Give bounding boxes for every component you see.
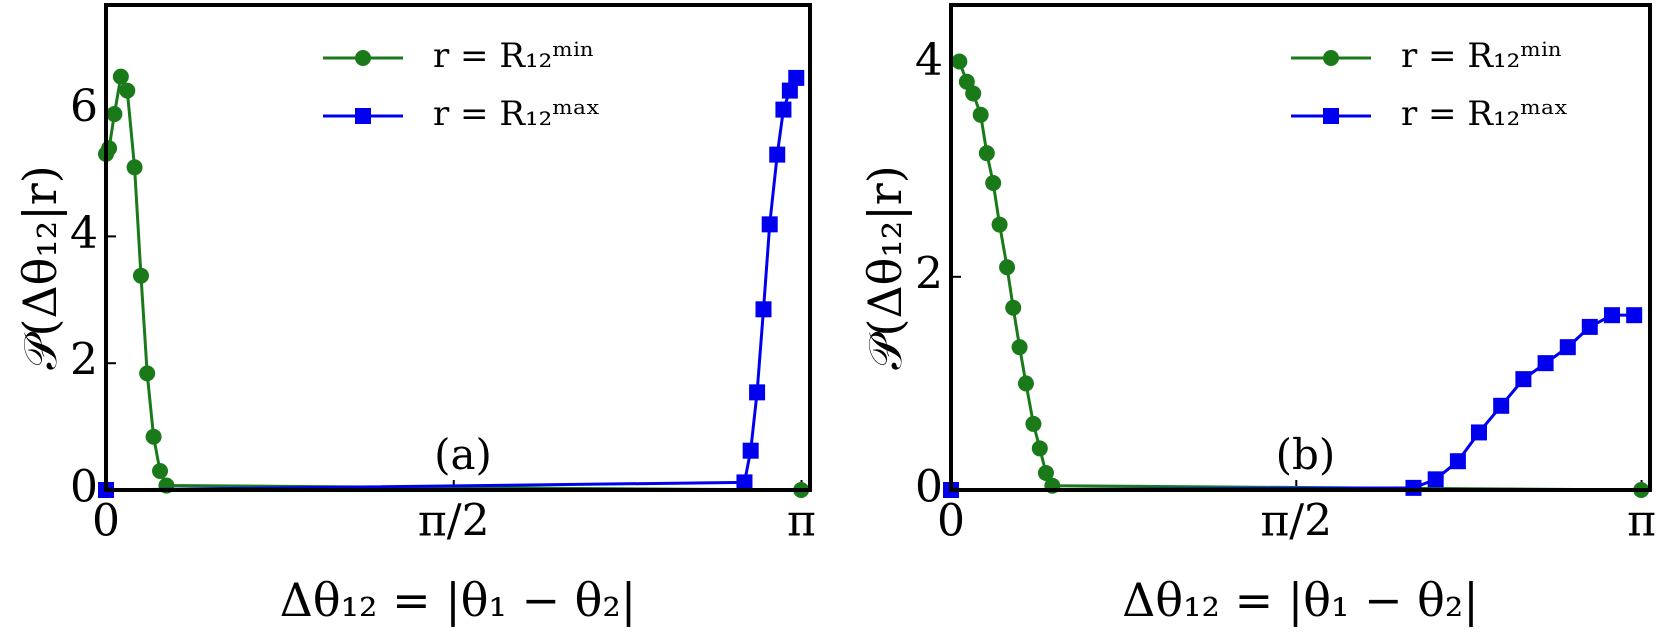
marker	[958, 73, 975, 90]
marker	[781, 82, 798, 99]
y-axis-label: 𝒫(Δθ₁₂|r)	[858, 165, 912, 369]
marker	[1025, 415, 1042, 432]
marker	[1470, 424, 1487, 441]
x-axis-label: Δθ₁₂ = |θ₁ − θ₂|	[280, 573, 637, 627]
panel-label: (a)	[434, 430, 492, 479]
marker	[1323, 108, 1339, 124]
marker	[1581, 318, 1598, 335]
marker	[985, 175, 1002, 192]
marker	[1427, 471, 1444, 488]
x-axis-label: Δθ₁₂ = |θ₁ − θ₂|	[1122, 573, 1479, 627]
y-tick-label: 4	[70, 208, 98, 259]
marker	[1031, 440, 1048, 457]
x-tick-label: π/2	[1260, 496, 1332, 547]
marker	[1005, 299, 1022, 316]
series-line	[957, 60, 1642, 492]
marker	[1603, 307, 1620, 324]
marker	[761, 216, 778, 233]
y-tick-label: 2	[915, 248, 943, 299]
x-tick-label: π	[787, 496, 816, 547]
marker	[1626, 307, 1643, 324]
marker	[742, 442, 759, 459]
x-tick-label: π	[1627, 496, 1656, 547]
marker	[106, 106, 123, 123]
plot-frame	[949, 3, 1652, 492]
legend-label: r = R₁₂ᵐⁱⁿ	[433, 36, 595, 76]
panel-label: (b)	[1276, 430, 1336, 479]
plot-frame	[104, 3, 812, 492]
marker	[749, 384, 766, 401]
marker	[112, 68, 129, 85]
marker	[991, 216, 1008, 233]
marker	[1323, 50, 1339, 66]
marker	[999, 259, 1016, 276]
marker	[1017, 375, 1034, 392]
marker	[355, 108, 371, 124]
marker	[132, 267, 149, 284]
marker	[1037, 464, 1054, 481]
panel: 0 π/2 π 0 2 4 6 Δθ₁₂ = |θ₁ − θ₂| 𝒫(Δθ₁₂|r) (a) r =…	[13, 3, 816, 627]
marker	[1559, 339, 1576, 356]
y-tick-label: 0	[915, 462, 943, 513]
x-tick-label: 0	[92, 496, 120, 547]
panel: 0 π/2 π 0 2 4 Δθ₁₂ = |θ₁ − θ₂| 𝒫(Δθ₁₂|r) (b) r = …	[858, 3, 1656, 627]
marker	[972, 106, 989, 123]
y-tick-label: 6	[70, 81, 98, 132]
marker	[1493, 397, 1510, 414]
x-tick-label: π/2	[418, 496, 490, 547]
marker	[1537, 355, 1554, 372]
legend-label: r = R₁₂ᵐᵃˣ	[433, 94, 601, 134]
legend-label: r = R₁₂ᵐᵃˣ	[1401, 94, 1569, 134]
y-tick-label: 0	[70, 462, 98, 513]
marker	[119, 82, 136, 99]
marker	[978, 145, 995, 162]
marker	[755, 301, 772, 318]
series-line	[105, 77, 798, 492]
marker	[788, 69, 805, 86]
series-line	[104, 71, 802, 492]
marker	[101, 140, 118, 157]
marker	[145, 428, 162, 445]
y-tick-label: 2	[70, 335, 98, 386]
x-tick-label: 0	[937, 496, 965, 547]
y-tick-label: 4	[915, 35, 943, 86]
marker	[1405, 479, 1422, 496]
marker	[951, 53, 968, 70]
y-axis-label: 𝒫(Δθ₁₂|r)	[13, 165, 67, 369]
marker	[355, 50, 371, 66]
legend-label: r = R₁₂ᵐⁱⁿ	[1401, 36, 1563, 76]
marker	[965, 85, 982, 102]
marker	[1515, 371, 1532, 388]
marker	[1011, 339, 1028, 356]
marker	[736, 474, 753, 491]
marker	[775, 101, 792, 118]
marker	[126, 159, 143, 176]
marker	[769, 146, 786, 163]
marker	[152, 462, 169, 479]
marker	[1449, 453, 1466, 470]
marker	[139, 365, 156, 382]
